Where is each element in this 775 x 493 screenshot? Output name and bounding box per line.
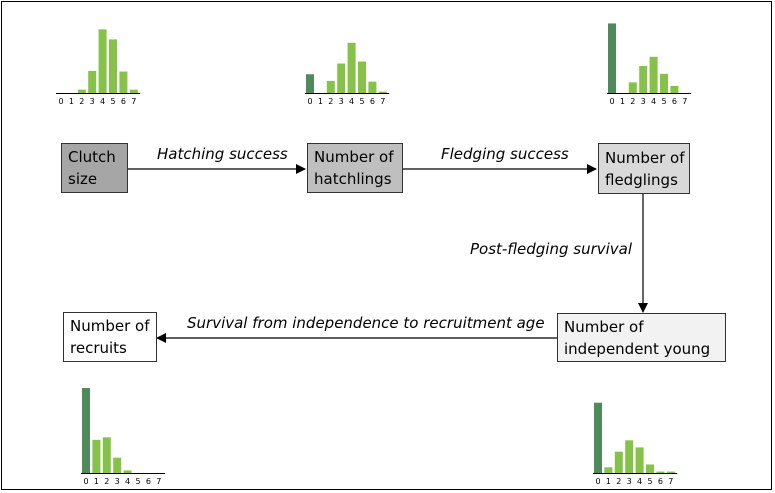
histogram-tick-label-5: 5 [110, 97, 115, 106]
histogram-bar-1 [604, 467, 613, 473]
histogram-tick-label-7: 7 [682, 97, 687, 106]
histogram-tick-label-1: 1 [94, 477, 99, 486]
histogram-tick-label-3: 3 [627, 477, 632, 486]
histogram-tick-label-4: 4 [637, 477, 642, 486]
histogram-tick-label-1: 1 [69, 97, 74, 106]
histogram-tick-label-6: 6 [658, 477, 663, 486]
histogram-bar-3 [88, 70, 97, 93]
histogram-bar-7 [666, 471, 675, 473]
histogram-tick-label-0: 0 [609, 97, 614, 106]
histogram-tick-label-3: 3 [115, 477, 120, 486]
histogram-bar-4 [635, 447, 644, 473]
histogram-tick-label-6: 6 [121, 97, 126, 106]
histogram-bar-6 [368, 81, 377, 93]
histogram-tick-label-5: 5 [359, 97, 364, 106]
independent-young-line-1: Number of [564, 317, 644, 336]
histogram-bar-5 [109, 39, 117, 93]
histogram-tick-label-2: 2 [79, 97, 84, 106]
histogram-tick-label-5: 5 [135, 477, 140, 486]
histogram-tick-label-2: 2 [630, 97, 635, 106]
histogram-tick-label-7: 7 [380, 97, 385, 106]
recruitment-survival-label: Survival from independence to recruitmen… [187, 314, 545, 332]
post-fledging-survival-label: Post-fledging survival [470, 240, 633, 258]
histogram-tick-label-7: 7 [131, 97, 136, 106]
histogram-bar-0 [306, 74, 314, 93]
histogram-bar-4 [347, 42, 356, 93]
histogram-bar-1 [92, 439, 101, 473]
histogram-tick-label-4: 4 [651, 97, 656, 106]
recruits-box: Number of recruits [63, 312, 157, 362]
histogram-tick-label-4: 4 [100, 97, 105, 106]
recruits-line-2: recruits [70, 339, 127, 357]
histogram-bar-5 [646, 464, 654, 473]
histogram-tick-label-7: 7 [668, 477, 673, 486]
fledglings-box: Number of fledglings [598, 143, 690, 194]
hatchlings-line-2: hatchlings [314, 170, 392, 188]
histogram-tick-label-0: 0 [58, 97, 63, 106]
histogram-bar-6 [119, 71, 128, 93]
histogram-bar-0 [594, 402, 602, 473]
histogram-tick-label-0: 0 [595, 477, 600, 486]
histogram-bar-7 [378, 91, 387, 93]
histogram-bar-0 [608, 23, 616, 94]
clutch-size-box: Clutch size [61, 143, 128, 193]
histogram-bar-3 [113, 457, 122, 473]
histogram-bar-5 [358, 61, 366, 93]
fledging-success-label: Fledging success [441, 145, 569, 163]
histogram-bar-4 [649, 56, 658, 93]
histogram-tick-label-0: 0 [307, 97, 312, 106]
clutch-size-line-1: Clutch [68, 148, 116, 166]
histogram-tick-label-5: 5 [647, 477, 652, 486]
histogram-tick-label-4: 4 [125, 477, 130, 486]
histogram-tick-label-3: 3 [641, 97, 646, 106]
histogram-bar-5 [660, 73, 668, 93]
histogram-tick-label-7: 7 [156, 477, 161, 486]
hatchlings-box: Number of hatchlings [307, 143, 403, 193]
histogram-bar-7 [129, 89, 138, 93]
histogram-tick-label-4: 4 [349, 97, 354, 106]
histogram-tick-label-3: 3 [339, 97, 344, 106]
fledglings-line-1: Number of [605, 148, 685, 167]
hatchlings-line-1: Number of [314, 148, 394, 166]
fledglings-line-2: fledglings [605, 170, 678, 189]
histogram-tick-label-1: 1 [620, 97, 625, 106]
clutch-size-line-2: size [68, 170, 98, 188]
histogram-tick-label-1: 1 [606, 477, 611, 486]
histogram-tick-label-6: 6 [370, 97, 375, 106]
histogram-bar-3 [337, 63, 346, 93]
histogram-tick-label-0: 0 [83, 477, 88, 486]
histogram-tick-label-6: 6 [672, 97, 677, 106]
histogram-bar-2 [77, 89, 86, 93]
independent-young-line-2: independent young [564, 339, 711, 358]
histogram-tick-label-2: 2 [104, 477, 109, 486]
independent-young-box: Number of independent young [557, 313, 726, 362]
recruits-line-1: Number of [70, 317, 150, 335]
histogram-bar-3 [625, 440, 634, 473]
histogram-bar-2 [628, 82, 637, 93]
histogram-bar-2 [326, 80, 335, 93]
hatching-success-label: Hatching success [157, 145, 288, 163]
histogram-bar-6 [656, 471, 665, 473]
histogram-bar-6 [670, 85, 679, 93]
histogram-tick-label-1: 1 [318, 97, 323, 106]
histogram-bar-4 [123, 470, 132, 473]
histogram-bar-2 [614, 451, 623, 473]
histogram-bar-2 [102, 437, 111, 473]
histogram-bar-4 [98, 29, 107, 94]
histogram-tick-label-5: 5 [661, 97, 666, 106]
histogram-tick-label-6: 6 [146, 477, 151, 486]
histogram-bar-3 [639, 66, 648, 93]
histogram-tick-label-2: 2 [616, 477, 621, 486]
histogram-bar-0 [82, 388, 90, 473]
histogram-tick-label-3: 3 [90, 97, 95, 106]
histogram-tick-label-2: 2 [328, 97, 333, 106]
